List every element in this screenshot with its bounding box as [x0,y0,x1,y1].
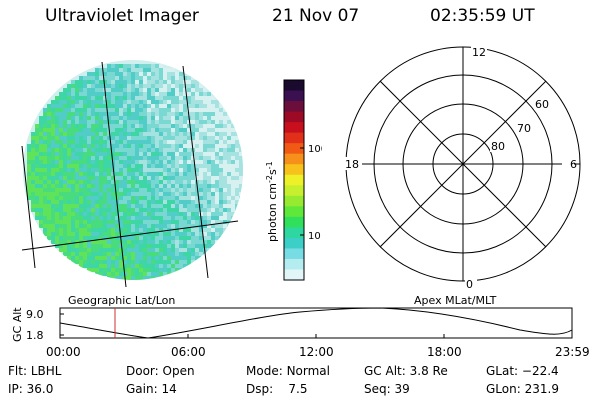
colorbar-cell [284,237,304,250]
mlt-label-18: 18 [345,158,359,171]
uv-image-panel [21,60,243,288]
colorbar-scale [284,80,304,281]
colorbar-cell [284,80,304,92]
colorbar-tick-10: 10 [308,231,321,242]
colorbar-cell [284,101,304,113]
colorbar-cell [284,132,304,144]
altitude-curve [59,307,573,339]
uv-aurora-image [27,64,243,280]
time-tick-2359: 23:59 [555,345,590,359]
colorbar-cell [284,269,304,281]
altitude-axis-label: GC Alt [11,307,24,342]
instrument-title: Ultraviolet Imager [45,6,199,26]
status-glon: GLon: 231.9 [486,382,559,396]
altitude-plot: GC Alt 9.0 1.8 00:00 06:00 12:00 18:00 2… [11,307,590,359]
mlt-label-12: 12 [472,46,486,59]
colorbar-cell [284,111,304,123]
colorbar: 100 10 photon cm-2s-1 [265,79,322,281]
status-glat: GLat: −22.4 [486,364,559,378]
colorbar-cell [284,164,304,176]
colorbar-cell [284,216,304,228]
time-tick-0000: 00:00 [46,345,81,359]
colorbar-cell [284,90,304,102]
lat-label-80: 80 [491,140,505,153]
alt-tick-1-8: 1.8 [26,329,44,342]
status-mode: Mode: Normal [246,364,330,378]
colorbar-cell [284,195,304,207]
mlt-label-0: 0 [466,278,473,291]
apex-label: Apex MLat/MLT [414,294,497,307]
alt-tick-9: 9.0 [26,308,44,321]
time-tick-1800: 18:00 [427,345,462,359]
status-ip: IP: 36.0 [8,382,54,396]
status-gain: Gain: 14 [126,382,177,396]
status-door: Door: Open [126,364,195,378]
colorbar-cell [284,143,304,155]
status-seq: Seq: 39 [364,382,410,396]
polar-plot: 12 6 0 18 60 70 80 [344,46,581,291]
colorbar-cell [284,206,304,218]
colorbar-cell [284,258,304,271]
status-gc-alt: GC Alt: 3.8 Re [364,364,448,378]
geographic-label: Geographic Lat/Lon [68,294,176,307]
colorbar-cell [284,174,304,186]
time-tick-1200: 12:00 [299,345,334,359]
lat-label-70: 70 [517,122,531,135]
mlt-label-6: 6 [570,158,577,171]
time-tick-0600: 06:00 [171,345,206,359]
colorbar-cell [284,122,304,134]
colorbar-tick-100: 100 [308,144,322,155]
geographic-grid [21,61,239,288]
status-dsp: Dsp: 7.5 [246,382,308,396]
status-flt: Flt: LBHL [8,364,62,378]
colorbar-axis-label: photon cm-2s-1 [265,161,280,242]
time-label: 02:35:59 UT [430,6,535,26]
colorbar-cell [284,227,304,239]
lat-label-60: 60 [535,98,549,111]
colorbar-cell [284,248,304,260]
date-label: 21 Nov 07 [272,6,360,26]
colorbar-cell [284,153,304,165]
colorbar-cell [284,185,304,197]
